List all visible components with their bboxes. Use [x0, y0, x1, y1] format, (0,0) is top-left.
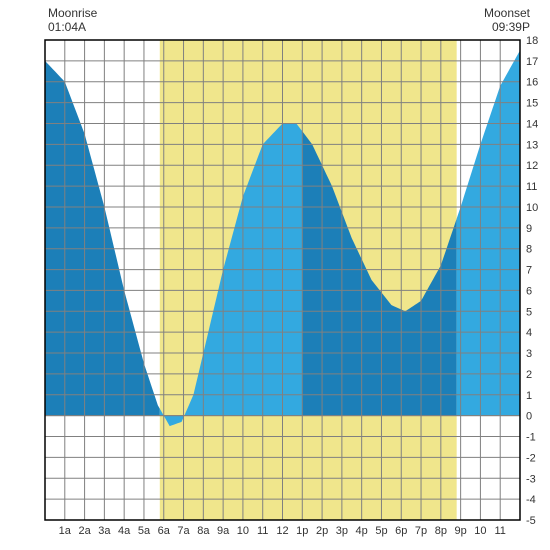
y-tick-label: 16	[526, 77, 538, 89]
moonset-title: Moonset	[484, 6, 530, 20]
y-tick-label: 9	[526, 223, 532, 235]
moonrise-value: 01:04A	[48, 20, 97, 34]
moonrise-title: Moonrise	[48, 6, 97, 20]
y-tick-label: 5	[526, 306, 532, 318]
y-tick-label: 4	[526, 327, 532, 339]
x-tick-label: 7p	[415, 525, 427, 537]
y-tick-label: 18	[526, 35, 538, 47]
x-tick-label: 5a	[138, 525, 151, 537]
tide-chart: 1a2a3a4a5a6a7a8a9a1011121p2p3p4p5p6p7p8p…	[0, 0, 550, 550]
y-tick-label: 14	[526, 118, 538, 130]
x-tick-label: 8p	[435, 525, 447, 537]
x-tick-label: 5p	[375, 525, 387, 537]
x-tick-label: 3a	[98, 525, 111, 537]
y-tick-label: -1	[526, 432, 536, 444]
tide-chart-container: Moonrise 01:04A Moonset 09:39P 1a 2a 3a 4a 5…	[0, 0, 550, 550]
x-tick-label: 2p	[316, 525, 328, 537]
y-tick-label: 0	[526, 411, 532, 423]
x-tick-label: 4a	[118, 525, 131, 537]
x-tick-label: 1p	[296, 525, 308, 537]
y-tick-label: -2	[526, 452, 536, 464]
y-tick-label: -3	[526, 473, 536, 485]
x-tick-label: 10	[237, 525, 249, 537]
y-tick-label: -4	[526, 494, 536, 506]
x-tick-label: 9p	[455, 525, 467, 537]
x-tick-label: 6a	[158, 525, 171, 537]
y-tick-label: 6	[526, 285, 532, 297]
x-tick-label: 11	[494, 525, 505, 537]
moonrise-block: Moonrise 01:04A	[48, 6, 97, 35]
y-tick-label: 10	[526, 202, 538, 214]
y-tick-label: 8	[526, 244, 532, 256]
y-tick-label: 3	[526, 348, 532, 360]
x-tick-label: 9a	[217, 525, 230, 537]
x-tick-label: 6p	[395, 525, 407, 537]
y-tick-label: 12	[526, 160, 538, 172]
x-tick-label: 8a	[197, 525, 210, 537]
y-tick-label: 1	[526, 390, 532, 402]
y-tick-label: -5	[526, 515, 536, 527]
x-tick-label: 10	[474, 525, 486, 537]
x-tick-label: 2a	[78, 525, 91, 537]
x-tick-label: 12	[276, 525, 288, 537]
y-tick-label: 11	[526, 181, 537, 193]
y-tick-label: 13	[526, 139, 538, 151]
y-tick-label: 7	[526, 265, 532, 277]
x-tick-label: 7a	[177, 525, 190, 537]
x-tick-label: 1a	[59, 525, 72, 537]
y-tick-label: 2	[526, 369, 532, 381]
x-tick-label: 3p	[336, 525, 348, 537]
x-tick-label: 4p	[356, 525, 368, 537]
moonset-value: 09:39P	[484, 20, 530, 34]
y-tick-label: 17	[526, 56, 538, 68]
y-tick-label: 15	[526, 98, 538, 110]
moonset-block: Moonset 09:39P	[484, 6, 530, 35]
x-tick-label: 11	[257, 525, 268, 537]
